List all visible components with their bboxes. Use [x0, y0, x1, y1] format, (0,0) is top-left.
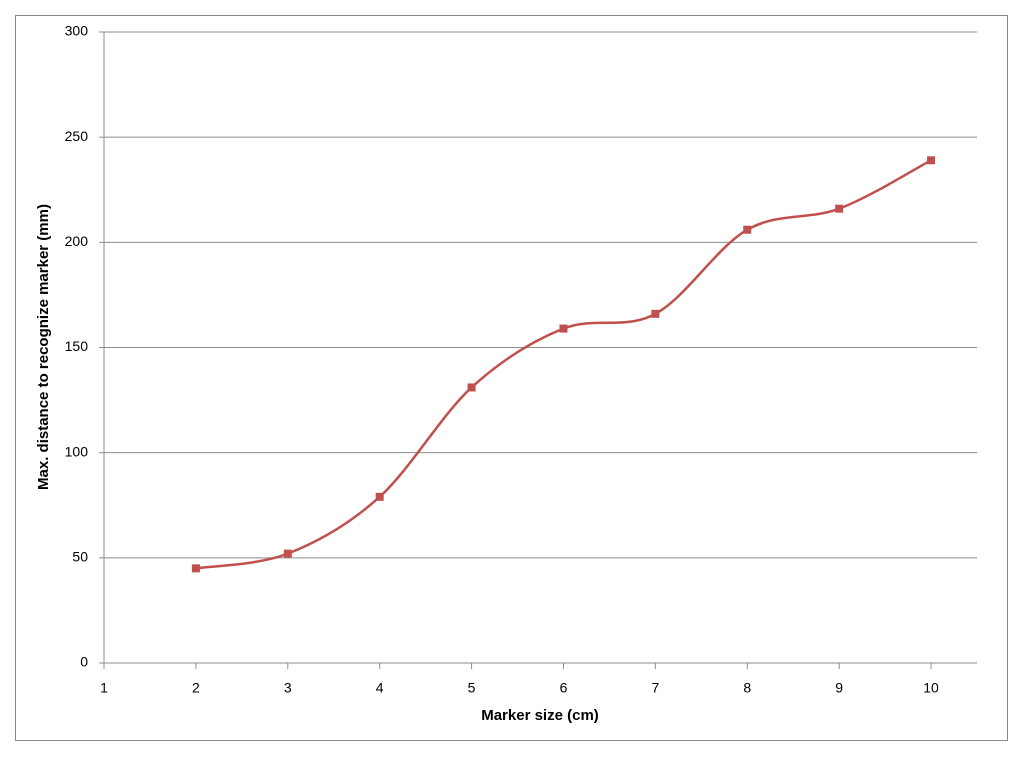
- x-tick-label: 7: [651, 680, 659, 696]
- x-tick-label: 10: [923, 680, 939, 696]
- x-tick-label: 6: [560, 680, 568, 696]
- y-tick-label: 250: [65, 128, 89, 144]
- data-point: [191, 564, 200, 573]
- x-tick-label: 4: [376, 680, 384, 696]
- data-point: [743, 225, 752, 234]
- y-tick-label: 150: [65, 338, 89, 354]
- data-point: [651, 309, 660, 318]
- x-tick-label: 8: [743, 680, 751, 696]
- y-tick-label: 50: [72, 549, 88, 565]
- data-point: [927, 156, 936, 165]
- data-point: [283, 549, 292, 558]
- data-point: [835, 204, 844, 213]
- chart-frame: [15, 15, 1008, 741]
- y-tick-label: 200: [65, 233, 89, 249]
- x-tick-label: 2: [192, 680, 200, 696]
- x-axis-title: Marker size (cm): [481, 707, 599, 724]
- y-tick-label: 0: [80, 654, 88, 670]
- y-axis-title: Max. distance to recognize marker (mm): [35, 204, 52, 490]
- data-point: [467, 383, 476, 392]
- y-tick-label: 300: [65, 23, 89, 39]
- x-tick-label: 3: [284, 680, 292, 696]
- x-tick-label: 9: [835, 680, 843, 696]
- data-point: [559, 324, 568, 333]
- x-tick-label: 5: [468, 680, 476, 696]
- x-tick-label: 1: [100, 680, 108, 696]
- data-point: [375, 492, 384, 501]
- y-tick-label: 100: [65, 443, 89, 459]
